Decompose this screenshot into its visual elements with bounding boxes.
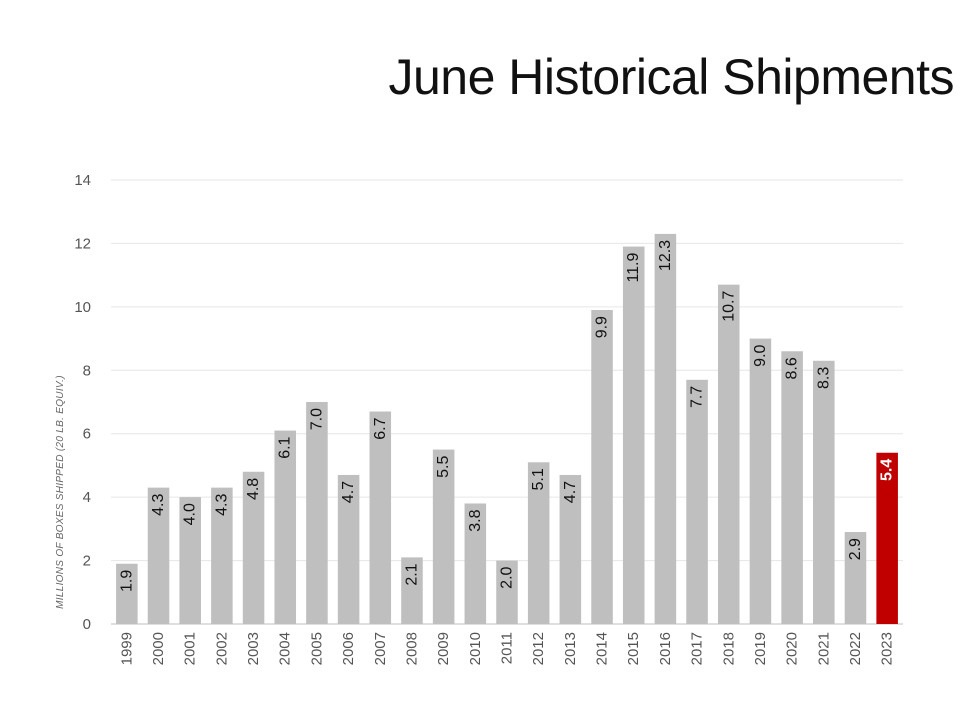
bar-2019	[749, 338, 772, 624]
bar-value-label-2001: 4.0	[182, 503, 199, 525]
x-tick-label-2001: 2001	[182, 632, 199, 665]
x-tick-label-2005: 2005	[308, 632, 325, 665]
bar-value-label-2003: 4.8	[245, 478, 262, 500]
bar-2023	[876, 452, 898, 624]
bar-value-label-2009: 5.5	[435, 455, 452, 477]
x-tick-label-2002: 2002	[213, 632, 230, 665]
bar-value-label-2008: 2.1	[403, 563, 420, 585]
x-tick-label-2013: 2013	[562, 632, 579, 665]
x-tick-label-2003: 2003	[245, 632, 262, 665]
bar-2016	[654, 233, 677, 624]
x-tick-label-2021: 2021	[815, 632, 832, 665]
x-tick-label-1999: 1999	[118, 632, 135, 665]
x-axis-ticks: 1999 2000 2001 2002 2003 2004 2005 2006 2007 2008…	[118, 632, 895, 665]
bar-2017	[686, 379, 708, 624]
bar-value-label-2020: 8.6	[784, 357, 801, 379]
y-tick-label: 0	[83, 616, 91, 633]
bar-2003	[242, 471, 265, 624]
y-tick-label: 8	[83, 362, 91, 379]
x-tick-label-2015: 2015	[625, 632, 642, 665]
y-tick-label: 12	[74, 235, 91, 252]
bar-value-label-2019: 9.0	[752, 344, 769, 366]
x-tick-label-2018: 2018	[720, 632, 737, 665]
x-tick-label-2010: 2010	[467, 632, 484, 665]
bar-value-labels: 1.9 4.3 4.0 4.3 4.8 6.1 7.0 4.7 6.7 2.1 5.5 3.8 2.0 5…	[118, 240, 895, 592]
bar-value-label-2011: 2.0	[499, 566, 516, 588]
bar-2012	[527, 462, 550, 624]
bar-1999	[116, 563, 138, 624]
bar-value-label-2022: 2.9	[847, 538, 864, 560]
bar-value-label-2018: 10.7	[720, 291, 737, 322]
x-tick-label-2014: 2014	[594, 632, 611, 665]
bar-value-label-2023: 5.4	[879, 459, 896, 481]
bar-value-label-2017: 7.7	[689, 386, 706, 408]
bar-value-label-2006: 4.7	[340, 481, 357, 503]
bar-2007	[369, 411, 392, 624]
bar-2001	[179, 497, 201, 624]
bar-value-label-2013: 4.7	[562, 481, 579, 503]
bar-value-label-2016: 12.3	[657, 240, 674, 271]
x-tick-label-2023: 2023	[879, 632, 896, 665]
x-tick-label-2009: 2009	[435, 632, 452, 665]
y-tick-label: 10	[74, 299, 91, 316]
bar-value-label-2014: 9.9	[594, 316, 611, 338]
bar-2010	[464, 503, 487, 624]
bar-2004	[274, 430, 297, 624]
chart-title: June Historical Shipments	[388, 49, 954, 105]
x-tick-label-2000: 2000	[150, 632, 167, 665]
bar-value-label-2015: 11.9	[625, 252, 642, 282]
x-tick-label-2007: 2007	[372, 632, 389, 665]
x-tick-label-2019: 2019	[752, 632, 769, 665]
x-tick-label-2004: 2004	[277, 632, 294, 665]
x-tick-label-2017: 2017	[689, 632, 706, 665]
x-tick-label-2016: 2016	[657, 632, 674, 665]
bar-2020	[781, 351, 803, 624]
bar-2014	[591, 310, 613, 624]
y-axis-label: MILLIONS OF BOXES SHIPPED (20 LB. EQUIV.…	[55, 375, 66, 609]
bar-2000	[147, 487, 170, 624]
bar-value-label-2007: 6.7	[372, 417, 389, 439]
x-tick-label-2022: 2022	[847, 632, 864, 665]
bar-2022	[844, 532, 867, 624]
y-tick-label: 2	[83, 553, 91, 570]
y-tick-label: 6	[83, 426, 91, 443]
bar-value-label-2000: 4.3	[150, 494, 167, 516]
x-tick-label-2006: 2006	[340, 632, 357, 665]
bar-2011	[496, 560, 518, 624]
bar-value-label-2002: 4.3	[213, 494, 230, 516]
x-tick-label-2008: 2008	[403, 632, 420, 665]
bar-value-label-2004: 6.1	[277, 436, 294, 458]
bar-2005	[306, 402, 328, 624]
x-tick-label-2011: 2011	[499, 632, 516, 664]
y-tick-label: 14	[74, 172, 91, 189]
bar-2015	[622, 246, 645, 624]
bar-2008	[401, 557, 423, 624]
bar-2002	[211, 487, 233, 624]
x-tick-label-2020: 2020	[784, 632, 801, 665]
bar-value-label-2012: 5.1	[530, 468, 547, 490]
bar-2009	[432, 449, 455, 624]
bar-2018	[717, 284, 740, 624]
bar-value-label-2010: 3.8	[467, 509, 484, 531]
bar-2021	[813, 360, 835, 624]
bar-value-label-1999: 1.9	[118, 570, 135, 592]
y-axis-ticks: 0 2 4 6 8 10 12 14	[74, 172, 91, 633]
bar-2013	[559, 474, 582, 624]
bars	[116, 233, 898, 624]
bar-2006	[337, 474, 360, 624]
bar-value-label-2021: 8.3	[815, 367, 832, 389]
bar-value-label-2005: 7.0	[308, 408, 325, 430]
y-tick-label: 4	[83, 489, 91, 506]
x-tick-label-2012: 2012	[530, 632, 547, 665]
